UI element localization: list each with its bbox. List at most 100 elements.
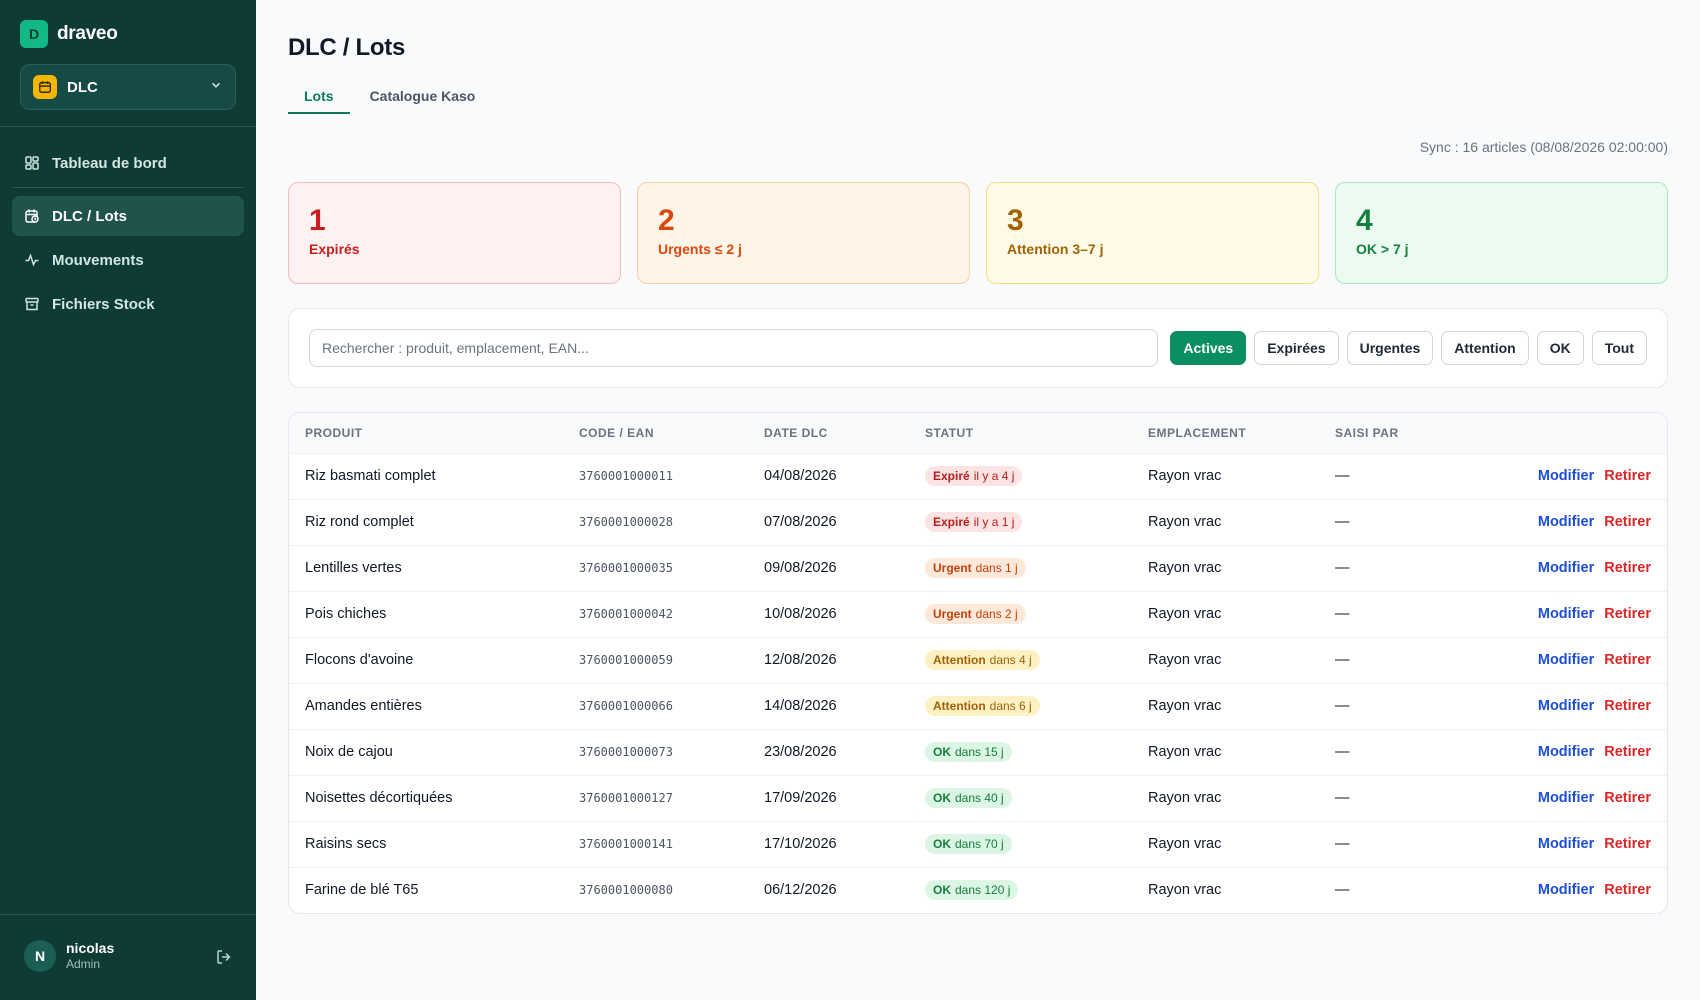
remove-button[interactable]: Retirer <box>1604 652 1651 668</box>
edit-button[interactable]: Modifier <box>1537 744 1595 760</box>
sidebar-item-mouvements[interactable]: Mouvements <box>12 240 244 280</box>
card-urgent[interactable]: 2 Urgents ≤ 2 j <box>637 182 970 284</box>
edit-button[interactable]: Modifier <box>1537 606 1595 622</box>
card-attention[interactable]: 3 Attention 3–7 j <box>986 182 1319 284</box>
table-row[interactable]: Riz rond complet 3760001000028 07/08/2026 E… <box>289 498 1667 545</box>
column-header-emplacement[interactable]: Emplacement <box>1132 413 1319 453</box>
edit-button[interactable]: Modifier <box>1537 468 1595 484</box>
card-count: 4 <box>1356 204 1373 237</box>
remove-button[interactable]: Retirer <box>1604 560 1651 576</box>
cell-location: Rayon vrac <box>1132 636 1319 683</box>
cell-status: Attention dans 6 j <box>909 682 1132 729</box>
user-profile[interactable]: N nicolas Admin <box>24 940 114 972</box>
dashboard-icon <box>24 155 40 171</box>
card-label: OK > 7 j <box>1356 241 1409 257</box>
calendar-icon <box>33 75 57 99</box>
status-label: Attention <box>933 699 986 713</box>
table-row[interactable]: Flocons d'avoine 3760001000059 12/08/2026 A… <box>289 636 1667 683</box>
tab-lots[interactable]: Lots <box>288 80 350 114</box>
table-row[interactable]: Raisins secs 3760001000141 17/10/2026 OK dan… <box>289 820 1667 867</box>
sidebar: D draveo DLC Tableau de bord DLC / Lots <box>0 0 256 1000</box>
status-detail: dans 2 j <box>975 607 1018 621</box>
cell-status: Attention dans 4 j <box>909 636 1132 683</box>
edit-button[interactable]: Modifier <box>1537 652 1595 668</box>
cell-product: Riz rond complet <box>289 498 563 545</box>
cell-status: Urgent dans 2 j <box>909 590 1132 637</box>
remove-button[interactable]: Retirer <box>1604 882 1651 899</box>
column-header-saisi-par[interactable]: Saisi par <box>1319 413 1459 453</box>
cell-ean: 3760001000011 <box>563 452 748 499</box>
filter-expirees-button[interactable]: Expirées <box>1254 331 1339 365</box>
table-row[interactable]: Pois chiches 3760001000042 10/08/2026 Urgen… <box>289 590 1667 637</box>
remove-button[interactable]: Retirer <box>1604 514 1651 530</box>
remove-button[interactable]: Retirer <box>1604 698 1651 714</box>
remove-button[interactable]: Retirer <box>1604 606 1651 622</box>
edit-button[interactable]: Modifier <box>1537 836 1595 852</box>
module-label: DLC <box>67 78 98 96</box>
table-row[interactable]: Lentilles vertes 3760001000035 09/08/2026 U… <box>289 544 1667 591</box>
table-row[interactable]: Noisettes décortiquées 3760001000127 17/09… <box>289 774 1667 821</box>
status-badge: OK dans 15 j <box>925 742 1012 762</box>
cell-status: OK dans 40 j <box>909 774 1132 821</box>
cell-dlc-date: 14/08/2026 <box>748 682 909 729</box>
cell-location: Rayon vrac <box>1132 498 1319 545</box>
sidebar-item-dlc-lots[interactable]: DLC / Lots <box>12 196 244 236</box>
remove-button[interactable]: Retirer <box>1604 836 1651 852</box>
cell-product: Flocons d'avoine <box>289 636 563 683</box>
status-badge: Expiré il y a 4 j <box>925 466 1023 486</box>
filter-ok-button[interactable]: OK <box>1536 331 1584 365</box>
column-header-produit[interactable]: Produit <box>289 413 563 453</box>
filter-attention-button[interactable]: Attention <box>1441 331 1529 365</box>
cell-status: OK dans 70 j <box>909 820 1132 867</box>
remove-button[interactable]: Retirer <box>1604 468 1651 484</box>
cell-product: Noisettes décortiquées <box>289 774 563 821</box>
brand[interactable]: D draveo <box>20 20 118 48</box>
status-detail: il y a 1 j <box>973 515 1015 529</box>
status-label: Attention <box>933 653 986 667</box>
edit-button[interactable]: Modifier <box>1537 514 1595 530</box>
edit-button[interactable]: Modifier <box>1537 882 1595 899</box>
cell-location: Rayon vrac <box>1132 544 1319 591</box>
cell-actions: Modifier Retirer <box>1459 682 1667 729</box>
cell-ean: 3760001000127 <box>563 774 748 821</box>
sidebar-item-dashboard[interactable]: Tableau de bord <box>12 143 244 183</box>
edit-button[interactable]: Modifier <box>1537 698 1595 714</box>
edit-button[interactable]: Modifier <box>1537 790 1595 806</box>
card-count: 2 <box>658 204 675 237</box>
search-input[interactable] <box>309 329 1159 367</box>
status-detail: dans 120 j <box>955 883 1011 898</box>
column-header-actions <box>1459 413 1667 453</box>
cell-ean: 3760001000073 <box>563 728 748 775</box>
cell-product: Riz basmati complet <box>289 452 563 499</box>
card-expired[interactable]: 1 Expirés <box>288 182 621 284</box>
sidebar-divider <box>0 126 256 127</box>
remove-button[interactable]: Retirer <box>1604 744 1651 760</box>
edit-button[interactable]: Modifier <box>1537 560 1595 576</box>
table-row[interactable]: Noix de cajou 3760001000073 23/08/2026 OK da… <box>289 728 1667 775</box>
table-row[interactable]: Amandes entières 3760001000066 14/08/2026 A… <box>289 682 1667 729</box>
column-header-statut[interactable]: Statut <box>909 413 1132 453</box>
sidebar-item-fichiers-stock[interactable]: Fichiers Stock <box>12 284 244 324</box>
table-row[interactable]: Farine de blé T65 3760001000080 06/12/2026… <box>289 866 1667 913</box>
filter-actives-button[interactable]: Actives <box>1170 331 1247 365</box>
card-ok[interactable]: 4 OK > 7 j <box>1335 182 1668 284</box>
cell-actions: Modifier Retirer <box>1459 636 1667 683</box>
table-row[interactable]: Riz basmati complet 3760001000011 04/08/20… <box>289 452 1667 499</box>
cell-product: Farine de blé T65 <box>289 866 563 913</box>
cell-dlc-date: 04/08/2026 <box>748 452 909 499</box>
status-label: OK <box>933 745 951 759</box>
module-selector[interactable]: DLC <box>20 64 236 110</box>
status-label: Urgent <box>933 607 972 621</box>
tab-catalogue-kaso[interactable]: Catalogue Kaso <box>369 88 476 104</box>
filter-tout-button[interactable]: Tout <box>1591 331 1647 365</box>
cell-actions: Modifier Retirer <box>1459 590 1667 637</box>
filter-urgentes-button[interactable]: Urgentes <box>1346 331 1434 365</box>
status-badge: OK dans 70 j <box>925 834 1012 854</box>
sidebar-item-label: Tableau de bord <box>52 154 167 172</box>
remove-button[interactable]: Retirer <box>1604 790 1651 806</box>
nav-divider <box>12 187 244 188</box>
column-header-code-ean[interactable]: Code / EAN <box>563 413 748 453</box>
lots-table: Produit Code / EAN Date DLC Statut Empla… <box>288 412 1668 914</box>
column-header-date-dlc[interactable]: Date DLC <box>748 413 909 453</box>
logout-icon[interactable] <box>215 948 233 966</box>
